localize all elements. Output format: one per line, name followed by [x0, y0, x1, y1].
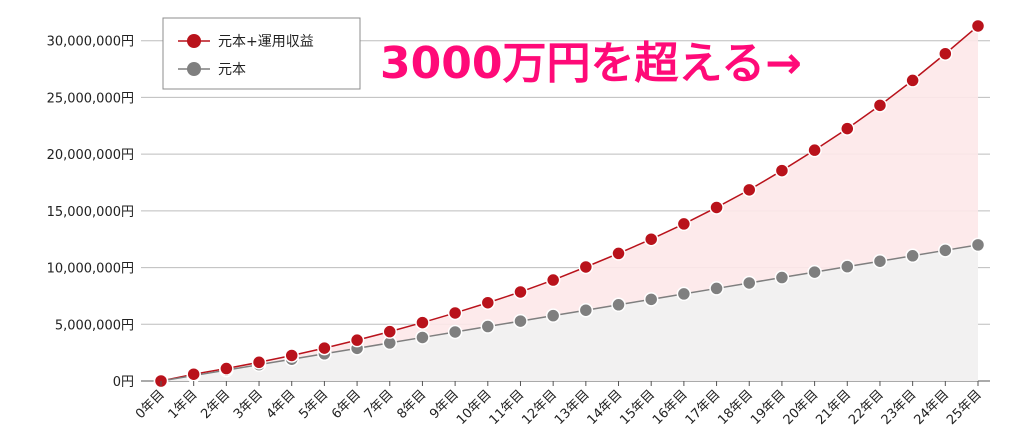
point-principal-plus-returns — [611, 246, 626, 261]
x-tick-label: 16年目 — [650, 387, 691, 428]
point-principal — [676, 286, 692, 302]
point-principal — [545, 308, 561, 323]
point-principal-plus-returns — [578, 259, 594, 275]
x-tick-label: 3年目 — [231, 387, 266, 422]
x-tick-label: 25年目 — [944, 387, 985, 428]
y-tick-label: 20,000,000円 — [47, 148, 134, 163]
x-tick-label: 2年目 — [198, 387, 233, 422]
point-principal-plus-returns — [905, 73, 920, 88]
point-principal-plus-returns — [415, 315, 430, 330]
y-tick-label: 15,000,000円 — [47, 205, 134, 220]
point-principal — [840, 259, 855, 274]
y-tick-label: 5,000,000円 — [55, 318, 134, 333]
x-tick-label: 1年目 — [166, 387, 201, 422]
point-principal-plus-returns — [545, 272, 561, 288]
legend-label-principal: 元本 — [218, 62, 246, 78]
x-axis-tick-labels: 0年目1年目2年目3年目4年目5年目6年目7年目8年目9年目10年目11年目12… — [133, 381, 985, 428]
x-tick-label: 15年目 — [617, 387, 658, 428]
legend-marker-principal — [187, 62, 201, 76]
data-points — [153, 18, 986, 389]
point-principal — [447, 324, 463, 340]
point-principal — [905, 248, 920, 264]
point-principal — [513, 313, 528, 329]
legend: 元本+運用収益 元本 — [162, 17, 361, 90]
x-tick-label: 4年目 — [264, 387, 299, 422]
x-tick-label: 11年目 — [487, 387, 528, 428]
point-principal-plus-returns — [970, 18, 986, 34]
point-principal — [578, 302, 594, 318]
x-tick-label: 14年目 — [585, 387, 626, 428]
point-principal — [807, 264, 822, 280]
x-tick-label: 23年目 — [879, 387, 920, 428]
legend-marker-principal-plus-returns — [187, 34, 201, 48]
x-tick-label: 12年目 — [519, 387, 560, 428]
y-tick-label: 0円 — [113, 375, 134, 390]
point-principal — [415, 330, 430, 345]
point-principal-plus-returns — [251, 355, 267, 370]
point-principal — [774, 270, 790, 285]
y-tick-label: 25,000,000円 — [47, 91, 134, 106]
point-principal-plus-returns — [219, 361, 234, 376]
point-principal — [872, 253, 888, 269]
point-principal — [938, 243, 953, 258]
point-principal-plus-returns — [349, 332, 365, 348]
point-principal-plus-returns — [480, 295, 496, 310]
x-tick-label: 19年目 — [748, 387, 789, 428]
annotation-over-30-million: 3000万円を超える→ — [380, 38, 802, 89]
point-principal-plus-returns — [186, 366, 201, 382]
point-principal-plus-returns — [447, 305, 463, 321]
point-principal — [643, 292, 659, 307]
point-principal-plus-returns — [382, 324, 398, 339]
x-tick-label: 18年目 — [715, 387, 756, 428]
x-tick-label: 7年目 — [362, 387, 397, 422]
point-principal — [480, 319, 496, 334]
point-principal — [709, 281, 724, 296]
x-tick-label: 20年目 — [781, 387, 822, 428]
legend-entry-principal: 元本 — [178, 62, 246, 78]
legend-entry-principal-plus-returns: 元本+運用収益 — [178, 34, 314, 50]
point-principal-plus-returns — [774, 163, 790, 178]
point-principal-plus-returns — [872, 98, 888, 113]
x-tick-label: 13年目 — [552, 387, 593, 428]
x-tick-label: 6年目 — [329, 387, 364, 422]
point-principal-plus-returns — [840, 121, 855, 136]
x-tick-label: 22年目 — [846, 387, 887, 428]
y-tick-label: 10,000,000円 — [47, 262, 134, 277]
point-principal-plus-returns — [513, 284, 528, 300]
point-principal — [611, 297, 626, 313]
y-tick-label: 30,000,000円 — [47, 35, 134, 50]
point-principal-plus-returns — [676, 216, 692, 232]
x-tick-label: 10年目 — [454, 387, 495, 428]
point-principal-plus-returns — [284, 348, 299, 363]
point-principal-plus-returns — [938, 46, 953, 61]
x-tick-label: 5年目 — [296, 387, 331, 422]
x-tick-label: 21年目 — [813, 387, 854, 428]
x-tick-label: 0年目 — [133, 387, 168, 422]
point-principal-plus-returns — [741, 182, 757, 198]
x-tick-label: 24年目 — [911, 387, 952, 428]
y-axis-tick-labels: 0円 5,000,000円 10,000,000円 15,000,000円 20,000… — [47, 35, 134, 390]
point-principal — [970, 237, 986, 253]
legend-box — [162, 17, 361, 90]
x-tick-label: 8年目 — [394, 387, 429, 422]
point-principal-plus-returns — [317, 340, 332, 356]
point-principal-plus-returns — [807, 142, 822, 158]
point-principal-plus-returns — [643, 231, 659, 247]
point-principal-plus-returns — [709, 200, 724, 215]
legend-label-principal-plus-returns: 元本+運用収益 — [218, 34, 314, 50]
point-principal — [741, 275, 757, 291]
x-tick-label: 17年目 — [683, 387, 724, 428]
